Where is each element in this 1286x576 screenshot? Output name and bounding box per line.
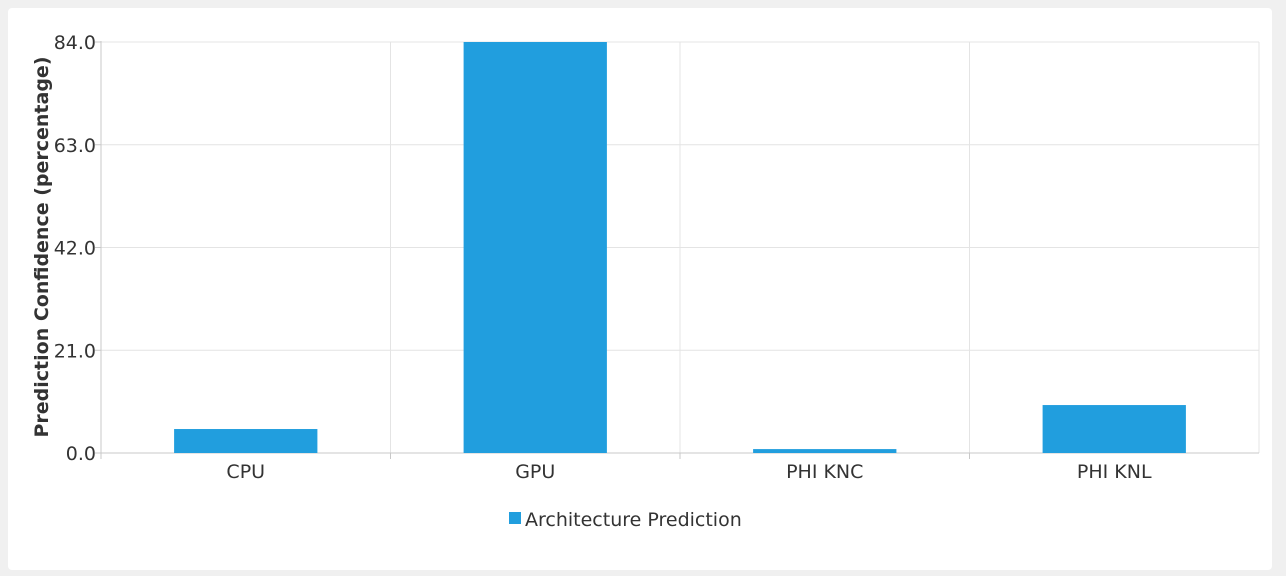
- chart-panel: [8, 8, 1272, 570]
- x-tick-label: GPU: [515, 461, 555, 483]
- grid-lines: [101, 41, 1260, 453]
- x-tick-label: PHI KNC: [786, 461, 863, 483]
- y-tick-label: 42.0: [54, 238, 96, 260]
- x-tick-label: PHI KNL: [1077, 461, 1152, 483]
- bar-phi-knc: [753, 449, 897, 453]
- bar-gpu: [463, 42, 607, 453]
- legend: Architecture Prediction: [509, 509, 742, 531]
- bars: [174, 42, 1186, 453]
- axes: [95, 41, 1259, 459]
- y-tick-label: 0.0: [66, 443, 96, 465]
- y-tick-label: 21.0: [54, 340, 96, 362]
- legend-label: Architecture Prediction: [525, 509, 742, 531]
- y-axis-title: Prediction Confidence (percentage): [31, 56, 53, 437]
- x-tick-label: CPU: [226, 461, 265, 483]
- y-tick-labels: 0.0 21.0 42.0 63.0 84.0: [54, 32, 96, 465]
- bar-phi-knl: [1042, 405, 1186, 453]
- y-tick-label: 84.0: [54, 32, 96, 54]
- x-tick-labels: CPU GPU PHI KNC PHI KNL: [226, 461, 1152, 483]
- bar-cpu: [174, 429, 318, 453]
- y-tick-label: 63.0: [54, 135, 96, 157]
- legend-swatch: [509, 512, 521, 524]
